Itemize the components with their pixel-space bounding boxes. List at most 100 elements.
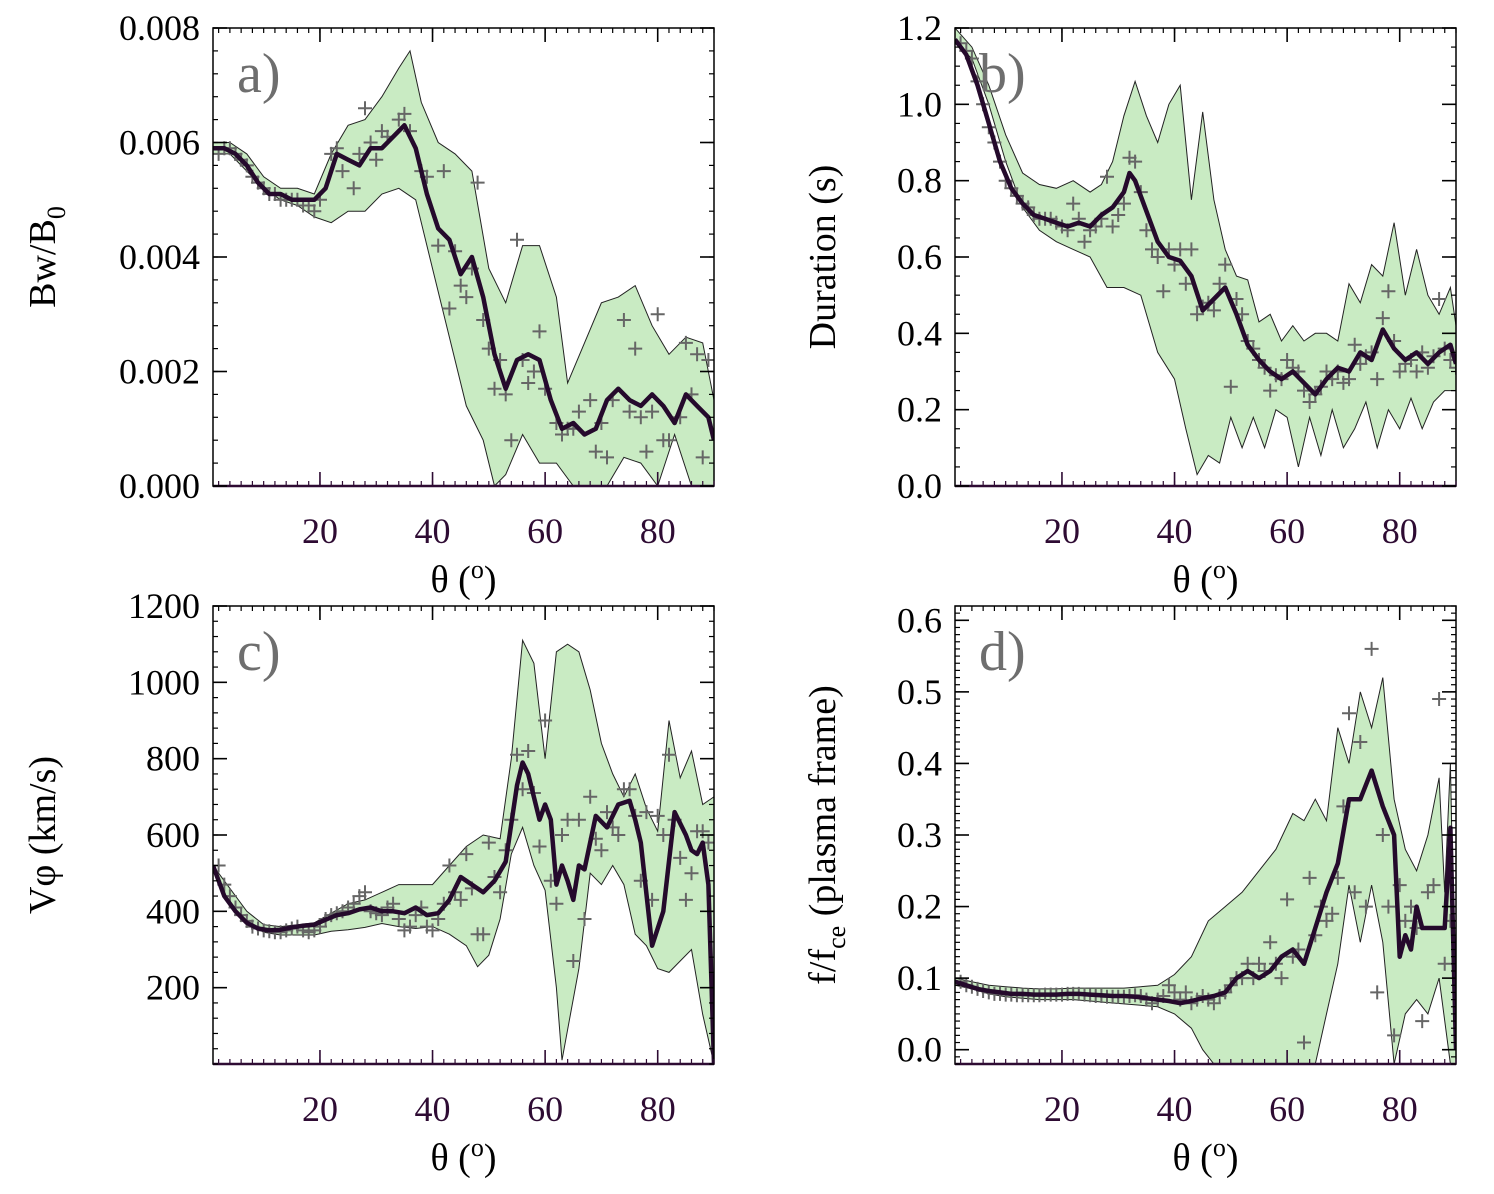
data-point: [1128, 154, 1143, 169]
data-point: [453, 892, 468, 907]
data-point: [1105, 219, 1120, 234]
data-point: [1161, 978, 1176, 993]
y-tick-label: 600: [146, 815, 200, 855]
data-point: [588, 444, 603, 459]
data-point: [1156, 284, 1171, 299]
y-tick-label: 200: [146, 968, 200, 1008]
data-point: [622, 404, 637, 419]
data-point: [1302, 395, 1317, 409]
data-point: [1342, 372, 1356, 387]
panel-label-d: d): [979, 621, 1026, 683]
data-point: [1420, 885, 1435, 900]
data-points-a: [213, 101, 714, 465]
median-line-c: [213, 760, 714, 1064]
data-point: [470, 175, 485, 190]
y-axis-title-d: f/fce (plasma frame): [802, 685, 851, 985]
data-point: [481, 835, 496, 850]
data-point: [442, 858, 457, 873]
data-point: [701, 353, 714, 367]
data-point: [1111, 208, 1126, 222]
data-point: [583, 393, 598, 408]
data-point: [1392, 364, 1407, 379]
x-tick-label: 80: [1382, 1089, 1418, 1129]
data-point: [1381, 899, 1396, 914]
x-tick-label: 20: [302, 1089, 338, 1129]
y-axis-title-b: Duration (s): [802, 165, 844, 350]
data-point: [397, 106, 412, 121]
data-point: [600, 450, 614, 465]
median-line-d: [955, 768, 1456, 1050]
data-point: [673, 850, 688, 865]
x-tick-label: 60: [1269, 1089, 1305, 1129]
axes-b: 20 40 60 80 0.0 0.2 0.4 0.6 0.8 1.0 1.2: [897, 8, 1457, 551]
data-point: [1432, 292, 1447, 306]
data-point: [1297, 1035, 1311, 1050]
axes-a: 20 40 60 80 0.000 0.002 0.004 0.006 0.008: [119, 8, 715, 551]
y-tick-label: 0.8: [897, 161, 942, 201]
data-point: [1342, 706, 1356, 721]
data-point: [1145, 242, 1159, 257]
data-point: [408, 908, 423, 923]
data-point: [521, 744, 536, 758]
data-point: [656, 828, 671, 842]
y-tick-label: 0.5: [897, 672, 942, 712]
spread-band-b: [955, 28, 1456, 476]
y-tick-label: 0.004: [119, 237, 200, 277]
x-tick-label: 40: [415, 1089, 451, 1129]
data-point: [678, 892, 693, 907]
data-point: [532, 839, 547, 854]
data-point: [1375, 828, 1390, 842]
data-point: [549, 896, 564, 911]
data-point: [1415, 1014, 1430, 1029]
data-point: [369, 152, 384, 167]
data-point: [521, 376, 536, 390]
data-point: [425, 923, 440, 938]
y-tick-label: 0.6: [897, 237, 942, 277]
y-tick-label: 0.2: [897, 390, 942, 430]
axes-d: 20 40 60 80 0.0 0.1 0.2 0.3 0.4 0.5 0.6: [897, 600, 1457, 1129]
data-point: [459, 847, 474, 862]
data-point: [639, 805, 654, 820]
data-point: [1178, 985, 1193, 1000]
x-tick-label: 60: [527, 1089, 563, 1129]
data-point: [1370, 372, 1385, 387]
panel-label-b: b): [979, 43, 1026, 105]
data-point: [690, 347, 705, 362]
data-point: [611, 828, 626, 842]
data-point: [442, 301, 457, 316]
y-tick-label: 1.2: [897, 8, 942, 48]
y-tick-label: 0.1: [897, 958, 942, 998]
data-point: [1206, 996, 1221, 1011]
data-point: [1370, 985, 1385, 1000]
y-tick-label: 1000: [128, 662, 200, 702]
data-point: [1347, 885, 1362, 900]
data-point: [1325, 906, 1340, 921]
data-point: [662, 747, 676, 762]
data-point: [678, 335, 693, 350]
data-point: [510, 232, 524, 247]
x-tick-label: 40: [415, 511, 451, 551]
median-line-b: [955, 38, 1456, 397]
data-point: [1139, 223, 1154, 238]
data-point: [386, 896, 401, 911]
y-tick-label: 0.0: [897, 466, 942, 506]
x-tick-label: 60: [527, 511, 563, 551]
data-point: [650, 808, 665, 823]
y-tick-label: 0.2: [897, 887, 942, 927]
data-point: [1302, 870, 1317, 885]
data-point: [1387, 1028, 1402, 1043]
data-point: [555, 828, 569, 842]
data-point: [1263, 935, 1278, 950]
data-point: [476, 927, 491, 942]
data-point: [1409, 364, 1424, 379]
plot-area-a: [213, 49, 714, 486]
y-tick-label: 0.4: [897, 313, 942, 353]
data-point: [346, 181, 361, 196]
data-point: [459, 290, 474, 305]
data-point: [1432, 692, 1447, 706]
data-point: [1066, 196, 1081, 211]
data-point: [504, 433, 519, 448]
y-tick-label: 0.6: [897, 600, 942, 640]
data-point: [1437, 956, 1452, 971]
data-point: [436, 164, 451, 179]
